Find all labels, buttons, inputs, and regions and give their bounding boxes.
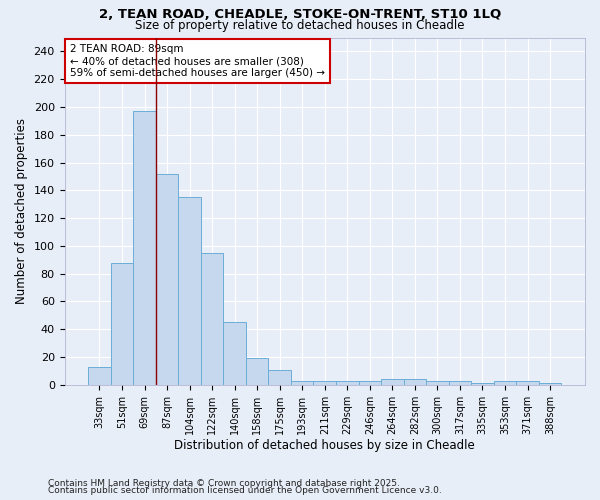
Bar: [268, 370, 291, 385]
Bar: [359, 380, 381, 385]
Bar: [494, 380, 516, 385]
Bar: [381, 380, 404, 385]
Y-axis label: Number of detached properties: Number of detached properties: [15, 118, 28, 304]
Bar: [88, 367, 111, 385]
Text: 2 TEAN ROAD: 89sqm
← 40% of detached houses are smaller (308)
59% of semi-detach: 2 TEAN ROAD: 89sqm ← 40% of detached hou…: [70, 44, 325, 78]
Bar: [156, 174, 178, 385]
Bar: [404, 380, 426, 385]
Bar: [178, 198, 201, 385]
Bar: [471, 384, 494, 385]
Bar: [426, 380, 449, 385]
Bar: [133, 111, 156, 385]
Bar: [246, 358, 268, 385]
Bar: [291, 380, 313, 385]
Bar: [313, 380, 336, 385]
Text: Size of property relative to detached houses in Cheadle: Size of property relative to detached ho…: [135, 18, 465, 32]
Bar: [516, 380, 539, 385]
Bar: [449, 380, 471, 385]
Text: Contains public sector information licensed under the Open Government Licence v3: Contains public sector information licen…: [48, 486, 442, 495]
Text: 2, TEAN ROAD, CHEADLE, STOKE-ON-TRENT, ST10 1LQ: 2, TEAN ROAD, CHEADLE, STOKE-ON-TRENT, S…: [99, 8, 501, 20]
Bar: [539, 384, 562, 385]
Bar: [111, 262, 133, 385]
X-axis label: Distribution of detached houses by size in Cheadle: Distribution of detached houses by size …: [175, 440, 475, 452]
Bar: [336, 380, 359, 385]
Bar: [223, 322, 246, 385]
Text: Contains HM Land Registry data © Crown copyright and database right 2025.: Contains HM Land Registry data © Crown c…: [48, 478, 400, 488]
Bar: [201, 253, 223, 385]
